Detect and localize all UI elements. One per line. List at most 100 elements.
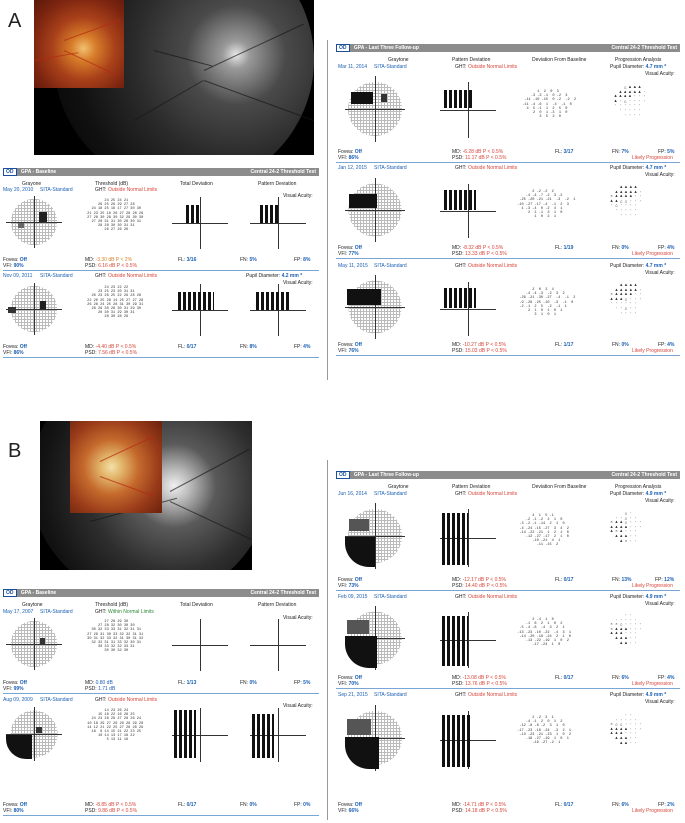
header-test: Central 24-2 Threshold Test — [250, 590, 316, 596]
ght-result: Outside Normal Limits — [108, 273, 158, 279]
fl-label: FL: — [178, 257, 186, 263]
psd-value: 13.33 dB P < 0.5% — [465, 251, 507, 257]
fundus-photo-b — [40, 421, 252, 570]
exam-strategy: SITA-Standard — [40, 273, 73, 279]
graytone-plot — [345, 606, 405, 670]
fl-value: 3/17 — [563, 149, 574, 155]
md-value: -6.28 dB P < 0.5% — [462, 149, 504, 155]
col-progression: Progression Analysis — [615, 484, 662, 490]
psd-value: 15.03 dB P < 0.5% — [465, 348, 507, 354]
md-value: -8.32 dB P < 0.5% — [462, 245, 504, 251]
ght-label: GHT: — [455, 594, 467, 600]
exam-date: Jun 16, 2014 — [338, 491, 367, 497]
psd-value: 11.17 dB P < 0.5% — [465, 155, 507, 161]
vfi-label: VFI: — [338, 681, 348, 687]
progression-plot: △ ▲ ▲ ▲ ▲ ▲ ▲ ▲ ▲ · ▲ ▲ ▲ ▲ · · · ▲ · △ … — [614, 86, 646, 118]
md-label: MD: — [452, 342, 462, 348]
fp-value: 4% — [667, 675, 675, 681]
fl-value: 0/17 — [186, 344, 197, 350]
md-label: MD: — [85, 802, 95, 808]
exam-strategy: SITA-Standard — [40, 187, 73, 193]
a-followup-header: OD GPA - Last Three Follow-up Central 24… — [336, 44, 680, 52]
ght-result: Outside Normal Limits — [468, 165, 518, 171]
ght-label: GHT: — [455, 64, 467, 70]
exam-strategy: SITA-Standard — [40, 697, 73, 703]
header-test: Central 24-2 Threshold Test — [611, 472, 677, 478]
col-graytone: Graytone — [22, 602, 43, 608]
psd-label: PSD: — [452, 583, 464, 589]
md-value: -13.08 dB P < 0.5% — [462, 675, 506, 681]
visual-acuity: Visual Acuity: — [645, 601, 675, 607]
ght-result: Outside Normal Limits — [468, 692, 518, 698]
pattern-deviation-plot — [250, 619, 306, 671]
fp-label: FP: — [655, 577, 663, 583]
fundus-photo-a — [34, 0, 314, 155]
header-test: Central 24-2 Threshold Test — [611, 45, 677, 51]
exam-strategy: SITA-Standard — [374, 491, 407, 497]
col-total-deviation: Total Deviation — [180, 181, 213, 187]
pupil-label: Pupil Diameter: — [610, 594, 645, 600]
pattern-deviation-plot — [440, 82, 496, 138]
od-badge: OD — [3, 589, 17, 597]
od-badge: OD — [336, 44, 350, 52]
md-label: MD: — [452, 245, 462, 251]
progression-result: Likely Progression — [632, 583, 673, 589]
progression-result: Likely Progression — [632, 251, 673, 257]
fl-value: 1/19 — [563, 245, 574, 251]
vfi-value: 99% — [13, 686, 24, 692]
exam-date: Nov 09, 2011 — [3, 273, 33, 279]
fovea-value: Off — [354, 675, 362, 681]
fp-value: 12% — [664, 577, 675, 583]
ght-result: Outside Normal Limits — [468, 263, 518, 269]
ght-label: GHT: — [95, 273, 107, 279]
fp-value: 2% — [667, 802, 675, 808]
pattern-deviation-plot — [440, 509, 496, 567]
pupil-label: Pupil Diameter: — [610, 491, 645, 497]
graytone-plot — [345, 705, 405, 771]
fl-value: 0/17 — [563, 675, 574, 681]
visual-acuity: Visual Acuity: — [283, 193, 313, 199]
fovea-label: Fovea: — [3, 257, 19, 263]
deviation-from-baseline: 2 -4 1 0 -1 6 2 1 0 2 -5 -4 -8 -4 3 2 1 … — [517, 618, 572, 648]
fp-value: 4% — [667, 245, 675, 251]
fl-value: 1/17 — [563, 342, 574, 348]
fp-label: FP: — [294, 680, 302, 686]
col-graytone: Graytone — [388, 57, 409, 63]
exam-strategy: SITA-Standard — [374, 692, 407, 698]
graytone-plot — [345, 275, 405, 339]
header-title: GPA - Last Three Follow-up — [353, 45, 419, 51]
fn-label: FN: — [240, 257, 249, 263]
fp-value: 4% — [303, 344, 311, 350]
pupil-value: 4.2 mm * — [281, 273, 303, 279]
pupil-value: 4.9 mm * — [645, 594, 667, 600]
vfi-label: VFI: — [3, 686, 13, 692]
fl-value: 0/17 — [186, 802, 197, 808]
graytone-plot — [345, 503, 405, 569]
fl-value: 1/13 — [186, 680, 197, 686]
divider — [327, 40, 328, 380]
vfi-label: VFI: — [338, 155, 348, 161]
threshold-values: 27 28 29 30 27 28 32 30 30 30 30 32 33 3… — [87, 620, 144, 654]
graytone-plot — [6, 618, 62, 670]
fn-value: 0% — [621, 245, 629, 251]
vfi-label: VFI: — [3, 808, 13, 814]
vfi-label: VFI: — [338, 251, 348, 257]
ght-result: Within Normal Limits — [108, 609, 154, 615]
vfi-value: 80% — [13, 808, 24, 814]
col-progression: Progression Analysis — [615, 57, 662, 63]
visual-acuity: Visual Acuity: — [645, 699, 675, 705]
fl-label: FL: — [178, 344, 186, 350]
fn-value: 6% — [621, 802, 629, 808]
pattern-deviation-plot — [250, 708, 306, 762]
graytone-plot — [345, 76, 405, 142]
psd-label: PSD: — [85, 808, 97, 814]
fovea-label: Fovea: — [338, 342, 354, 348]
psd-label: PSD: — [452, 155, 464, 161]
vfi-label: VFI: — [338, 583, 348, 589]
psd-label: PSD: — [452, 808, 464, 814]
psd-label: PSD: — [85, 263, 97, 269]
fp-label: FP: — [658, 245, 666, 251]
progression-result: Likely Progression — [632, 348, 673, 354]
exam-strategy: SITA-Standard — [374, 594, 407, 600]
header-title: GPA - Baseline — [20, 590, 57, 596]
